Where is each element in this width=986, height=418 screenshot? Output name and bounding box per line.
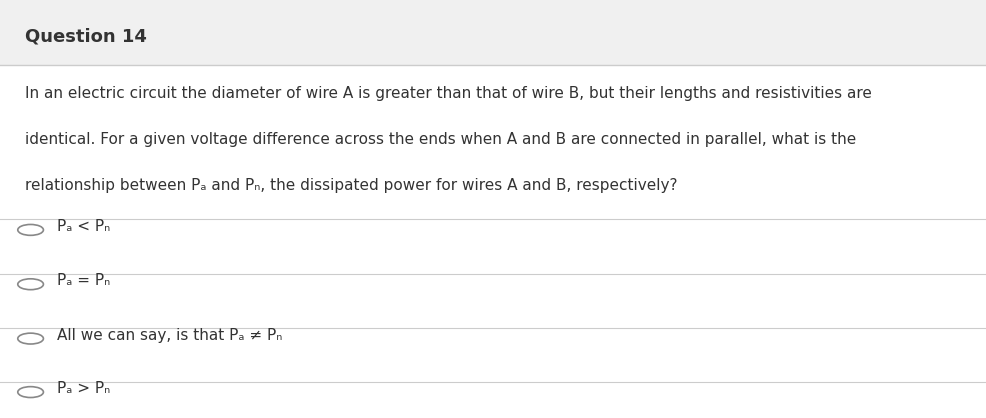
Text: All we can say, is that Pₐ ≠ Pₙ: All we can say, is that Pₐ ≠ Pₙ: [57, 328, 282, 343]
Text: Pₐ > Pₙ: Pₐ > Pₙ: [57, 381, 110, 396]
Text: Pₐ < Pₙ: Pₐ < Pₙ: [57, 219, 110, 234]
Text: Pₐ = Pₙ: Pₐ = Pₙ: [57, 273, 110, 288]
FancyBboxPatch shape: [0, 65, 986, 418]
Text: relationship between Pₐ and Pₙ, the dissipated power for wires A and B, respecti: relationship between Pₐ and Pₙ, the diss…: [25, 178, 676, 193]
Text: In an electric circuit the diameter of wire A is greater than that of wire B, bu: In an electric circuit the diameter of w…: [25, 86, 871, 101]
Text: identical. For a given voltage difference across the ends when A and B are conne: identical. For a given voltage differenc…: [25, 132, 855, 147]
FancyBboxPatch shape: [0, 0, 986, 65]
Text: Question 14: Question 14: [25, 27, 146, 45]
